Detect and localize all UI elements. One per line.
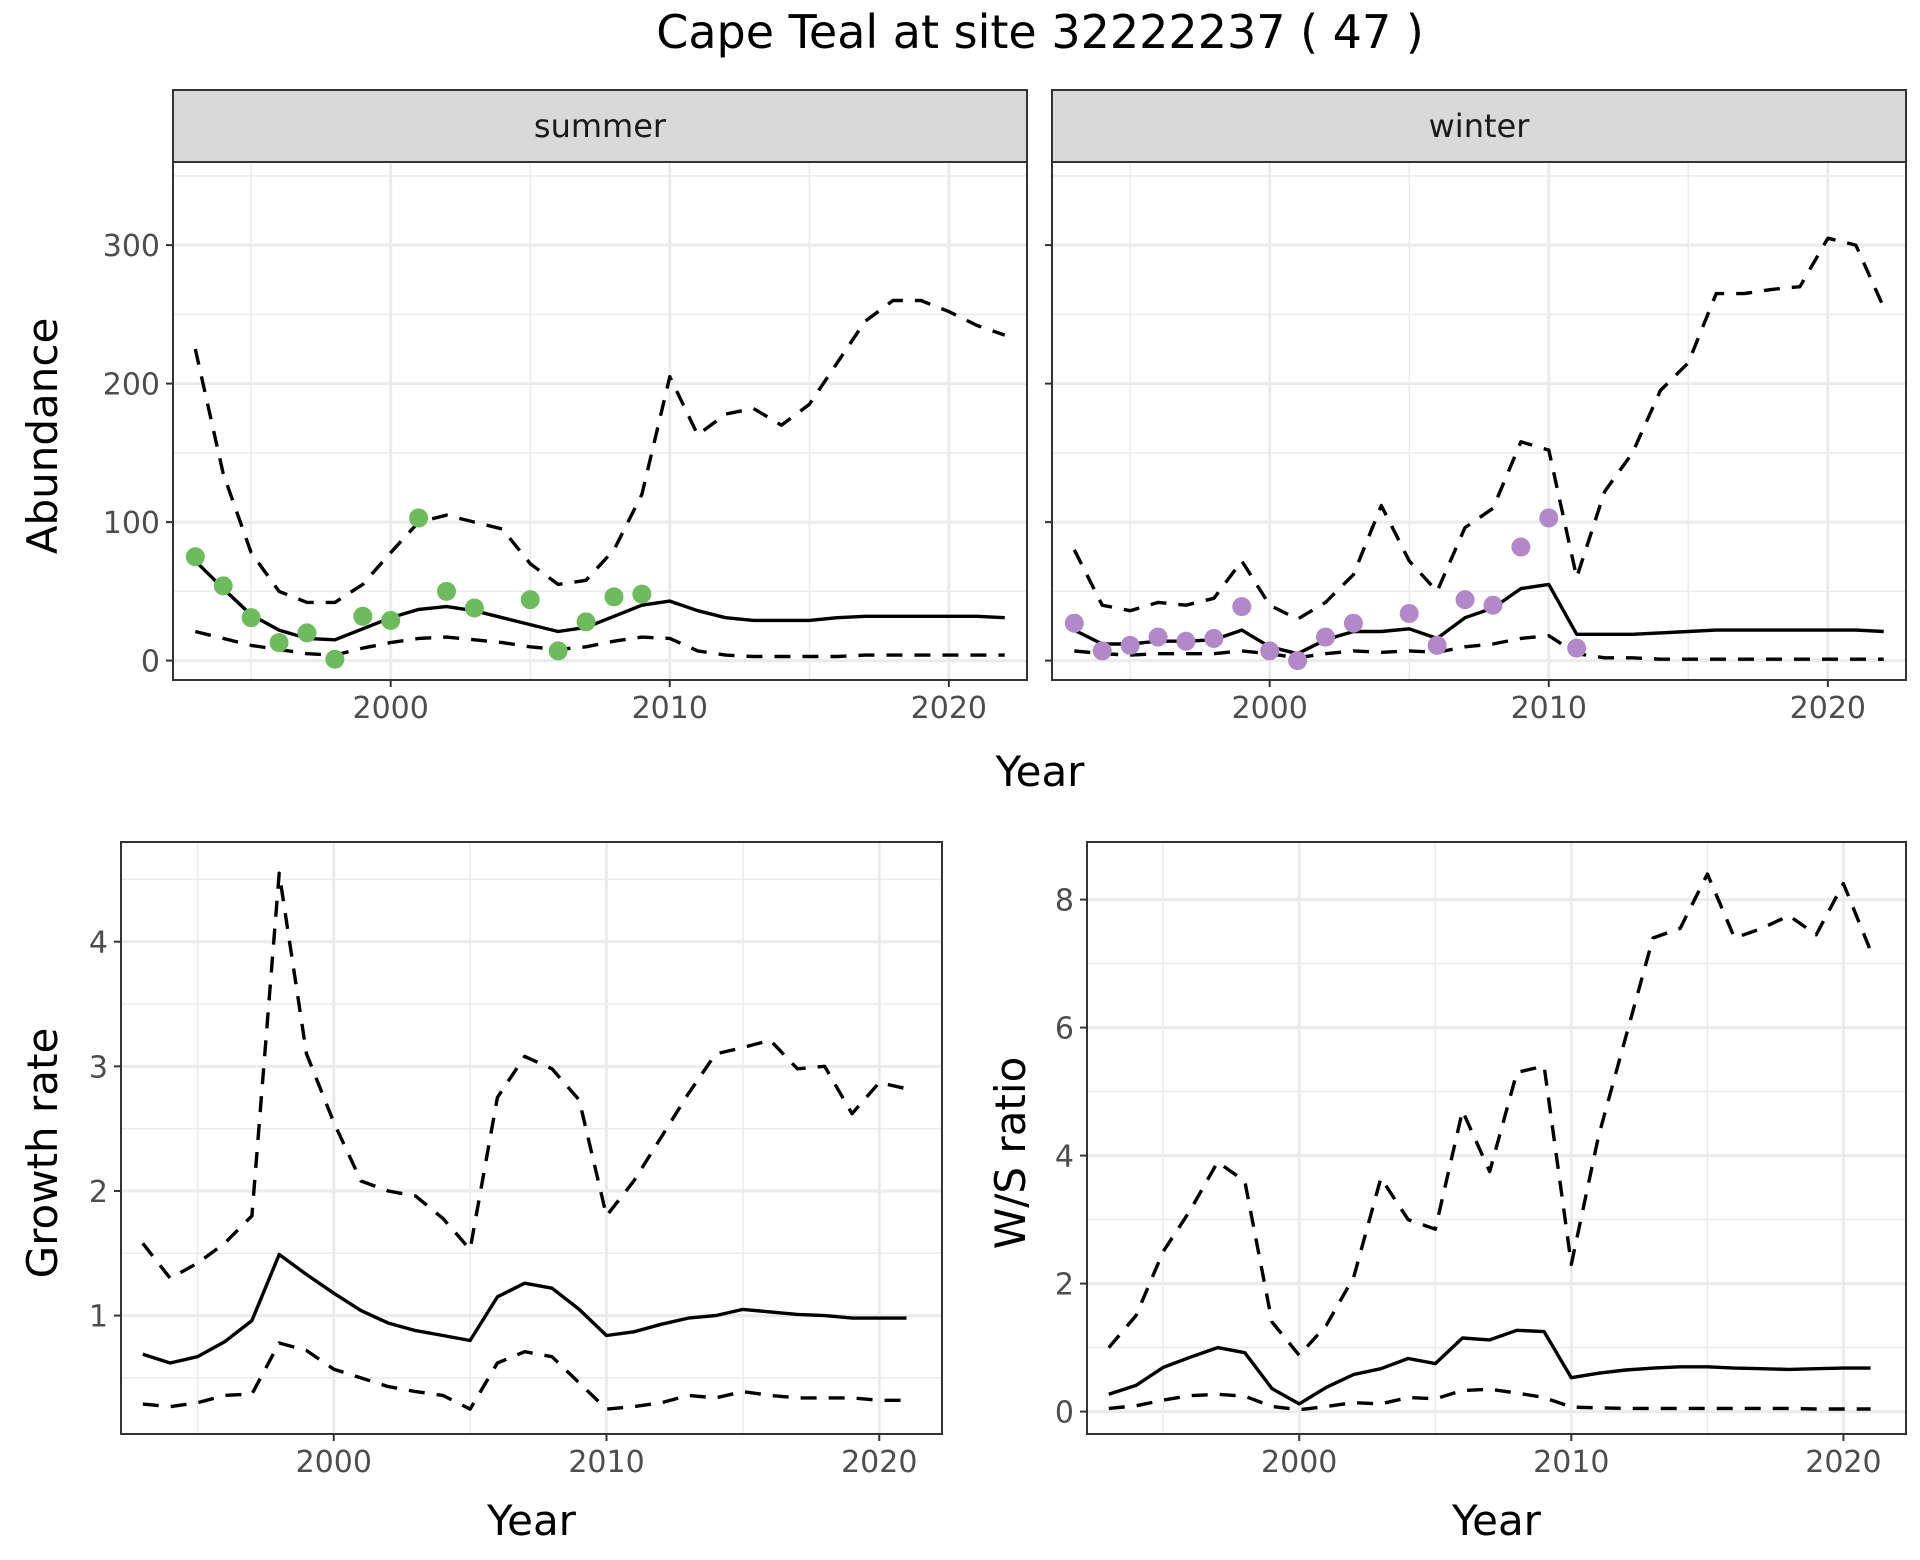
abundance-winter-strip [1051, 89, 1907, 163]
abundance-summer-lower-line [194, 629, 1005, 659]
growth-rate-y-tick-label: 1 [89, 1300, 108, 1335]
abundance-summer-data-point [297, 623, 317, 643]
abundance-summer-data-point [576, 612, 596, 632]
growth-rate-y-tick-label: 2 [89, 1175, 108, 1210]
abundance-summer-data-point [353, 606, 373, 626]
growth-rate-panel-border [120, 841, 943, 1435]
abundance-summer-strip-label: summer [534, 107, 667, 145]
abundance-winter-data-point [1511, 537, 1531, 557]
abundance-winter-data-point [1064, 613, 1084, 633]
abundance-winter-data-point [1539, 508, 1559, 528]
ws-ratio-panel-border [1086, 841, 1907, 1435]
ws-ratio-plot-area [1087, 842, 1906, 1434]
growth-rate-panel: 2000 2010 2020 1 2 3 4 Growth rate Year [18, 841, 943, 1545]
ws-ratio-y-axis-title: W/S ratio [986, 1057, 1035, 1250]
ws-ratio-y-tick-label: 2 [1055, 1268, 1074, 1303]
abundance-summer-x-tick-label: 2000 [353, 691, 429, 726]
abundance-summer-data-point [520, 590, 540, 610]
abundance-summer-data-point [464, 598, 484, 618]
abundance-winter-data-point [1092, 641, 1112, 661]
abundance-winter-data-point [1567, 638, 1587, 658]
abundance-winter-x-tick-label: 2000 [1232, 691, 1308, 726]
abundance-summer-strip [172, 89, 1028, 163]
abundance-summer-data-point [632, 584, 652, 604]
abundance-winter-plot-area [1052, 162, 1906, 680]
abundance-winter-upper-line [1072, 236, 1886, 621]
abundance-summer-data-point [548, 641, 568, 661]
ws-ratio-x-axis-title: Year [1451, 1496, 1542, 1545]
abundance-summer-data-point [241, 608, 261, 628]
abundance-winter-data-point [1120, 635, 1140, 655]
abundance-summer-data-point [185, 547, 205, 567]
abundance-winter-data-point [1427, 635, 1447, 655]
abundance-summer-x-tick-label: 2010 [632, 691, 708, 726]
ws-ratio-x-tick-label: 2020 [1805, 1445, 1881, 1480]
growth-rate-lower-line [142, 1341, 907, 1411]
ws-ratio-upper-line [1107, 872, 1873, 1358]
abundance-winter-data-point [1316, 627, 1336, 647]
abundance-summer-y-tick-label: 0 [141, 645, 160, 680]
abundance-summer-data-point [269, 633, 289, 653]
abundance-winter-data-point [1288, 651, 1308, 671]
abundance-winter-lower-line [1074, 634, 1884, 661]
growth-rate-upper-line [141, 871, 907, 1280]
growth-rate-y-tick-label: 3 [89, 1050, 108, 1085]
ws-ratio-y-tick-label: 8 [1055, 884, 1074, 919]
abundance-summer-y-tick-label: 100 [103, 506, 160, 541]
growth-rate-y-tick-label: 4 [89, 926, 108, 961]
growth-rate-plot-area [121, 842, 942, 1434]
abundance-summer-y-tick-label: 200 [103, 368, 160, 403]
abundance-summer-data-point [409, 508, 429, 528]
growth-rate-x-tick-label: 2010 [568, 1445, 644, 1480]
growth-rate-x-tick-label: 2020 [841, 1445, 917, 1480]
abundance-winter-data-point [1260, 641, 1280, 661]
abundance-summer-upper-line [193, 298, 1006, 605]
ws-ratio-x-tick-label: 2000 [1261, 1445, 1337, 1480]
abundance-summer-y-axis-title: Abundance [18, 318, 67, 555]
ws-ratio-y-tick-label: 6 [1055, 1012, 1074, 1047]
abundance-winter-data-point [1176, 631, 1196, 651]
ws-ratio-y-tick-label: 0 [1055, 1396, 1074, 1431]
abundance-summer-data-point [325, 649, 345, 669]
abundance-winter-data-point [1483, 595, 1503, 615]
figure-title: Cape Teal at site 32222237 ( 47 ) [656, 5, 1424, 59]
ws-ratio-panel: 2000 2010 2020 0 2 4 6 8 W/S ratio Year [986, 841, 1907, 1545]
abundance-winter-data-point [1343, 613, 1363, 633]
abundance-summer-panel: summer 2000 2010 2020 0 100 200 300 Abundance [18, 89, 1028, 726]
abundance-summer-x-tick-label: 2020 [911, 691, 987, 726]
abundance-summer-data-point [604, 587, 624, 607]
ws-ratio-x-tick-label: 2010 [1533, 1445, 1609, 1480]
ws-ratio-mean-line [1108, 1328, 1871, 1406]
abundance-winter-data-point [1232, 597, 1252, 617]
abundance-winter-data-point [1148, 627, 1168, 647]
abundance-winter-data-point [1455, 590, 1475, 610]
abundance-winter-panel: winter 2000 2010 2020 [1045, 89, 1907, 726]
growth-rate-x-tick-label: 2000 [296, 1445, 372, 1480]
abundance-winter-x-tick-label: 2010 [1511, 691, 1587, 726]
ws-ratio-y-tick-label: 4 [1055, 1140, 1074, 1175]
abundance-winter-x-tick-label: 2020 [1790, 691, 1866, 726]
growth-rate-mean-line [142, 1252, 907, 1365]
growth-rate-y-axis-title: Growth rate [18, 1028, 67, 1279]
abundance-winter-data-point [1399, 604, 1419, 624]
abundance-winter-data-point [1204, 628, 1224, 648]
abundance-summer-data-point [213, 576, 233, 596]
abundance-summer-data-point [437, 581, 457, 601]
abundance-summer-data-point [381, 610, 401, 630]
abundance-winter-strip-label: winter [1429, 107, 1531, 145]
growth-rate-x-axis-title: Year [486, 1496, 577, 1545]
abundance-summer-mean-line [194, 559, 1005, 642]
abundance-summer-plot-area [173, 162, 1027, 680]
abundance-x-axis-title: Year [995, 747, 1086, 796]
abundance-summer-y-tick-label: 300 [103, 229, 160, 264]
